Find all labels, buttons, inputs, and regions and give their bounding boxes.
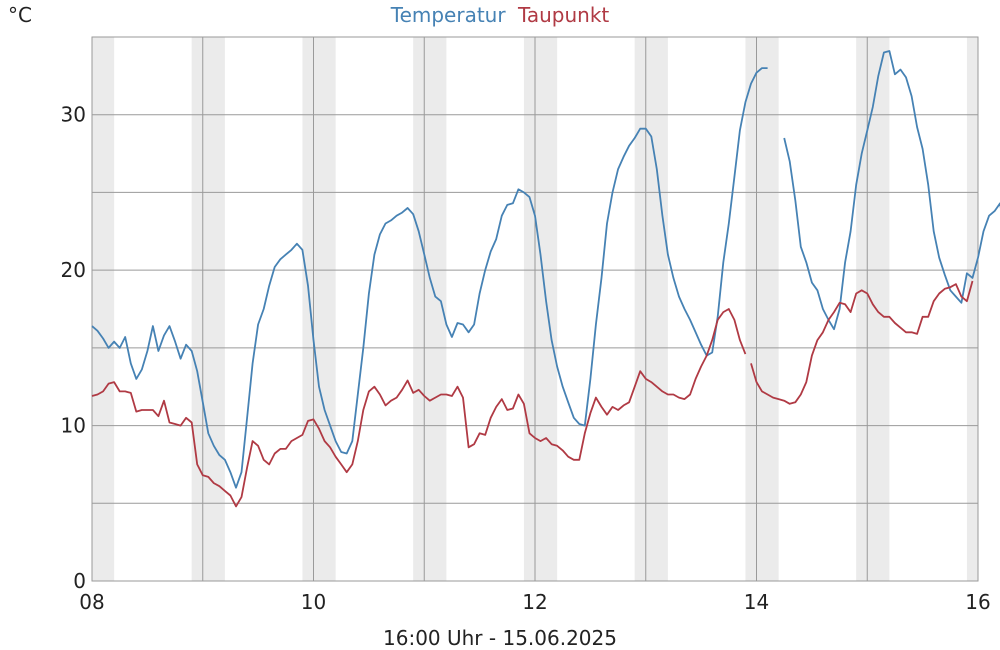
y-tick-label-0: 0 <box>73 569 86 593</box>
night-band-7 <box>856 37 890 581</box>
night-band-3 <box>413 37 447 581</box>
axis-tick-labels: 0 10 20 30 08 10 12 14 16 <box>61 103 991 614</box>
x-tick-label-16: 16 <box>965 590 990 614</box>
night-band-6 <box>745 37 779 581</box>
night-band-1 <box>191 37 225 581</box>
y-tick-label-10: 10 <box>61 414 86 438</box>
y-tick-label-20: 20 <box>61 258 86 282</box>
night-band-8 <box>966 37 978 581</box>
x-tick-label-08: 08 <box>79 590 104 614</box>
x-tick-label-14: 14 <box>744 590 769 614</box>
y-tick-label-30: 30 <box>61 103 86 127</box>
night-bands <box>92 37 978 581</box>
night-band-4 <box>523 37 558 581</box>
chart-title: Temperatur Taupunkt <box>390 3 610 27</box>
night-band-5 <box>634 37 668 581</box>
y-axis-unit-label: °C <box>8 3 32 27</box>
series-lines <box>91 50 1000 508</box>
series-line-taupunkt <box>91 280 974 508</box>
timestamp-footer: 16:00 Uhr - 15.06.2025 <box>383 626 617 650</box>
night-band-0 <box>92 37 115 581</box>
svg-text:Temperatur Taupunkt: Temperatur Taupunkt <box>390 3 610 27</box>
x-tick-label-10: 10 <box>301 590 326 614</box>
x-tick-label-12: 12 <box>522 590 547 614</box>
night-band-2 <box>302 37 336 581</box>
legend-entry-temperatur: Temperatur <box>390 3 507 27</box>
legend-entry-taupunkt: Taupunkt <box>517 3 609 27</box>
series-line-temperatur <box>91 50 1000 489</box>
grid-lines <box>91 36 979 582</box>
